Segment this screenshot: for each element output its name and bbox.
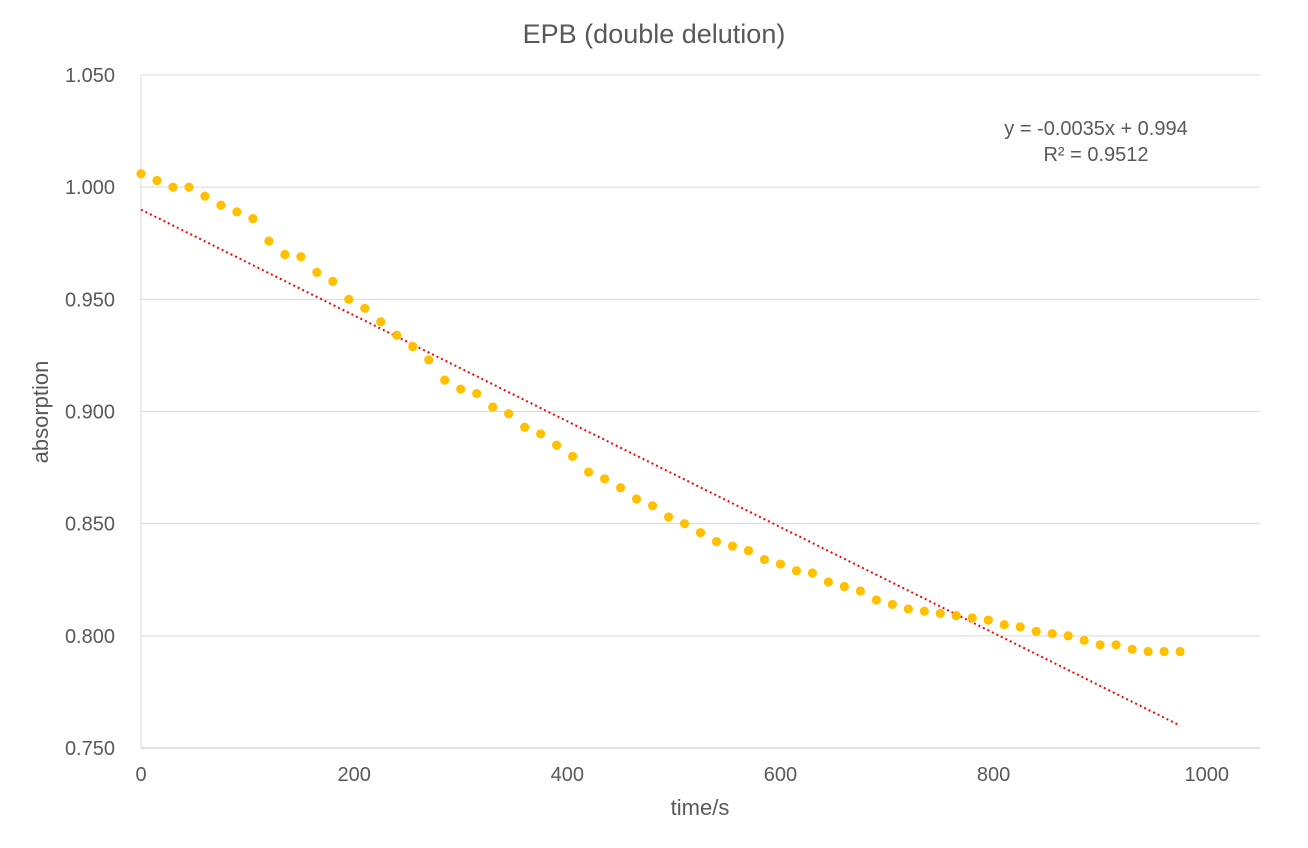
data-point [823, 577, 833, 587]
data-point [1127, 644, 1137, 654]
data-point [983, 615, 993, 625]
data-point [951, 611, 961, 621]
data-point [1015, 622, 1025, 632]
trendline-equation: y = -0.0035x + 0.994 [1004, 118, 1187, 140]
data-points [136, 169, 1185, 657]
data-point [232, 207, 242, 217]
data-point [184, 182, 194, 192]
data-point [999, 620, 1009, 630]
chart-title: EPB (double delution) [523, 19, 786, 49]
data-point [839, 581, 849, 592]
y-tick-label: 0.850 [65, 514, 115, 536]
data-point [408, 341, 418, 352]
data-point [296, 252, 306, 262]
data-point [711, 537, 722, 547]
data-point [967, 613, 977, 623]
gridlines [141, 74, 1260, 637]
data-point [520, 422, 530, 432]
data-point [695, 528, 706, 538]
data-point [392, 330, 402, 340]
y-tick-label: 0.900 [65, 402, 115, 424]
axes [140, 75, 1260, 749]
y-tick-label: 1.050 [65, 65, 115, 87]
data-point [200, 191, 210, 201]
data-point [807, 568, 818, 578]
data-point [376, 317, 386, 327]
data-point [599, 474, 610, 484]
data-point [248, 213, 258, 224]
y-tick-labels: 0.750 0.800 0.850 0.900 0.950 1.000 1.050 [65, 65, 115, 760]
data-point [280, 249, 290, 260]
data-point [631, 494, 642, 504]
data-point [264, 236, 274, 246]
data-point [1079, 635, 1089, 645]
data-point [727, 541, 738, 551]
data-point [1175, 646, 1185, 657]
y-tick-label: 0.750 [65, 738, 115, 760]
x-tick-label: 1000 [1184, 764, 1229, 786]
data-point [328, 276, 338, 286]
x-tick-label: 800 [977, 764, 1010, 786]
data-point [456, 384, 466, 394]
data-point [935, 608, 945, 619]
data-point [504, 409, 514, 419]
trendline-path [140, 208, 1181, 727]
data-point [440, 375, 450, 385]
y-tick-label: 0.800 [65, 626, 115, 648]
data-point [360, 303, 370, 313]
data-point [1031, 626, 1041, 636]
y-axis-title: absorption [28, 361, 53, 464]
data-point [312, 267, 322, 278]
data-point [1159, 646, 1169, 657]
data-point [855, 586, 865, 596]
data-point [216, 200, 226, 210]
x-tick-label: 0 [135, 764, 146, 786]
trendline [140, 208, 1181, 727]
x-tick-label: 600 [764, 764, 797, 786]
data-point [791, 566, 802, 576]
data-point [775, 559, 786, 569]
data-point [584, 467, 594, 477]
data-point [424, 355, 434, 365]
data-point [1143, 646, 1153, 657]
data-point [488, 402, 498, 412]
data-point [647, 501, 658, 511]
y-tick-label: 0.950 [65, 289, 115, 311]
trendline-r-squared: R² = 0.9512 [1043, 144, 1148, 166]
data-point [887, 599, 897, 610]
data-point [552, 440, 562, 450]
y-tick-label: 1.000 [65, 177, 115, 199]
data-point [903, 604, 913, 614]
data-point [136, 169, 146, 179]
data-point [168, 182, 178, 192]
data-point [871, 595, 881, 605]
data-point [536, 429, 546, 439]
x-axis-title: time/s [671, 795, 730, 820]
data-point [663, 512, 674, 522]
data-point [1063, 631, 1073, 641]
data-point [1111, 640, 1121, 650]
data-point [615, 483, 626, 493]
data-point [1095, 640, 1105, 650]
x-tick-labels: 0 200 400 600 800 1000 [135, 764, 1229, 786]
x-tick-label: 200 [337, 764, 370, 786]
data-point [919, 606, 929, 616]
data-point [568, 451, 578, 461]
data-point [679, 519, 690, 529]
data-point [743, 545, 754, 556]
data-point [152, 175, 162, 186]
data-point [759, 554, 770, 565]
x-tick-label: 400 [551, 764, 584, 786]
data-point [344, 294, 354, 304]
data-point [1047, 628, 1057, 639]
data-point [472, 388, 482, 399]
